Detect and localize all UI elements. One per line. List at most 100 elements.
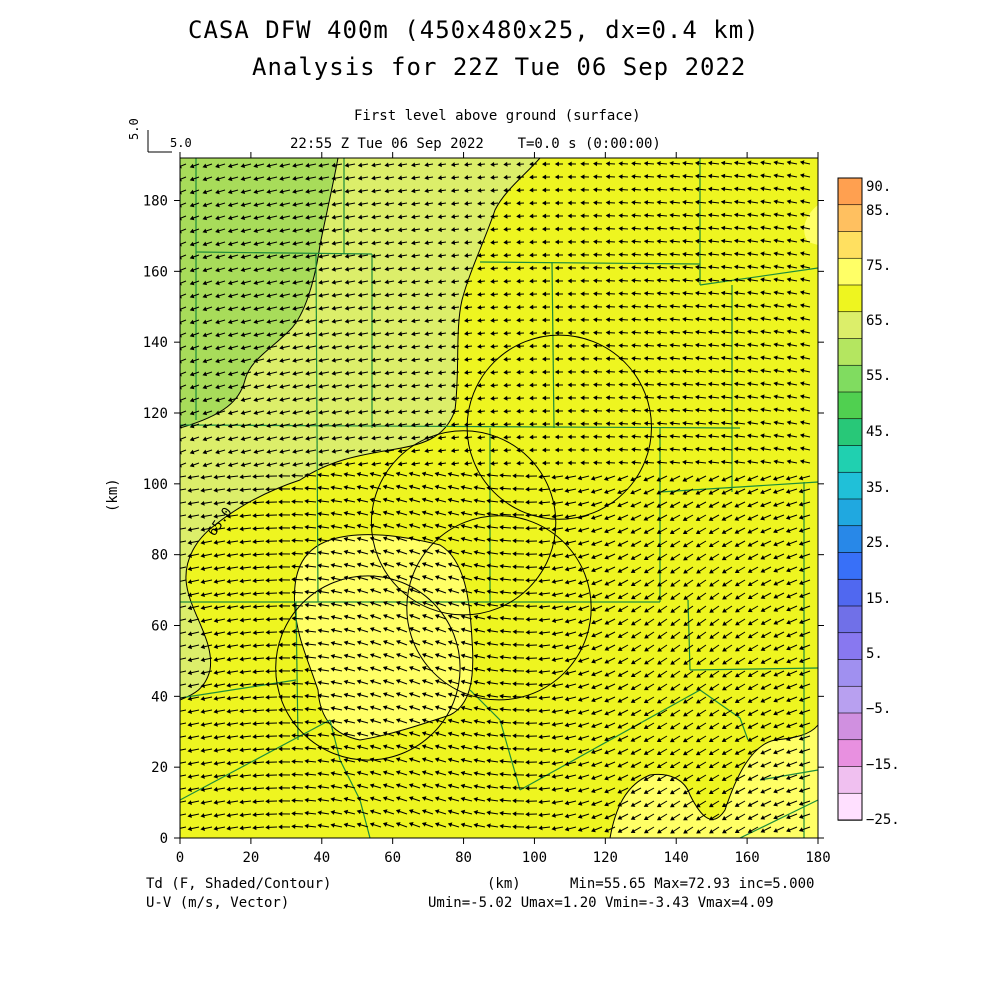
wind-vector-head — [344, 370, 350, 376]
wind-vector-head — [291, 590, 296, 595]
wind-vector-head — [187, 566, 192, 572]
wind-vector-head — [226, 617, 231, 623]
wind-vector-head — [411, 383, 416, 389]
wind-vector-head — [411, 175, 416, 181]
wind-vector-head — [460, 796, 466, 802]
wind-vector-head — [175, 541, 178, 544]
wind-vector-head — [516, 291, 521, 297]
wind-vector-head — [503, 421, 508, 427]
wind-vector-head — [227, 241, 233, 247]
wind-vector-head — [408, 705, 414, 710]
wind-vector-head — [265, 551, 270, 557]
wind-vector-head — [529, 265, 534, 271]
wind-vector-head — [187, 657, 192, 663]
wind-vector-head — [395, 639, 401, 645]
wind-vector-head — [384, 409, 389, 415]
wind-vector-head — [529, 382, 534, 388]
wind-vector-head — [202, 332, 208, 338]
wind-vector-head — [253, 462, 258, 468]
wind-vector-head — [279, 202, 284, 207]
wind-vector — [180, 722, 187, 725]
wind-vector-head — [343, 692, 349, 698]
wind-vector-head — [305, 201, 310, 207]
wind-vector-head — [343, 536, 348, 542]
wind-vector-head — [343, 744, 348, 750]
wind-vector-head — [395, 757, 401, 762]
wind-vector-head — [490, 278, 495, 284]
wind-vector-head — [357, 162, 363, 168]
wind-vector-head — [278, 707, 283, 713]
wind-vector-head — [344, 279, 350, 285]
wind-vector-head — [344, 396, 350, 402]
wind-vector-head — [266, 423, 271, 428]
wind-vector-head — [343, 770, 348, 776]
wind-vector-head — [187, 618, 193, 624]
wind-vector-head — [408, 692, 414, 697]
wind-vector-head — [434, 510, 440, 516]
wind-vector-head — [226, 474, 231, 480]
wind-vector-head — [395, 510, 401, 516]
wind-vector-head — [200, 631, 206, 637]
wind-vector-head — [421, 770, 427, 776]
wind-vector-head — [213, 813, 218, 818]
wind-vector-head — [516, 200, 521, 206]
wind-vector-head — [408, 796, 414, 801]
wind-vector-head — [490, 330, 495, 336]
wind-vector-head — [240, 319, 246, 325]
wind-vector-head — [226, 656, 231, 662]
wind-vector-head — [447, 666, 453, 671]
wind-vector-head — [252, 799, 257, 805]
wind-vector-head — [202, 280, 208, 286]
dewpoint-shade-light-yellow-ne — [804, 205, 818, 245]
wind-vector-head — [343, 498, 348, 503]
wind-vector-head — [215, 176, 220, 182]
wind-vector-head — [434, 471, 440, 477]
wind-vector-head — [266, 332, 271, 337]
wind-vector-head — [279, 319, 284, 324]
wind-vector-head — [239, 578, 244, 584]
wind-vector-head — [189, 358, 195, 364]
wind-vector-head — [408, 770, 414, 775]
wind-vector-head — [266, 436, 271, 441]
wind-vector-head — [292, 293, 297, 298]
wind-vector-head — [424, 331, 429, 337]
wind-vector-head — [382, 783, 388, 789]
wind-vector-head — [291, 668, 296, 673]
wind-vector-head — [200, 774, 205, 779]
wind-vector-head — [266, 241, 271, 246]
wind-vector-head — [460, 640, 466, 646]
wind-vector — [180, 358, 187, 362]
wind-vector-head — [384, 422, 389, 428]
wind-vector-head — [227, 215, 233, 221]
wind-vector-head — [447, 549, 453, 555]
wind-vector-head — [200, 722, 205, 727]
wind-vector-head — [253, 202, 258, 208]
wind-vector-head — [227, 267, 233, 273]
wind-vector-head — [279, 267, 284, 272]
wind-vector-head — [213, 644, 218, 649]
wind-vector-head — [395, 822, 401, 827]
wind-vector — [180, 683, 187, 686]
wind-vector-head — [369, 627, 375, 632]
wind-vector-head — [213, 760, 218, 766]
wind-vector-head — [265, 720, 270, 726]
wind-vector-head — [512, 499, 517, 505]
wind-vector-head — [397, 214, 403, 220]
wind-vector — [180, 579, 187, 582]
wind-vector-head — [189, 189, 195, 195]
wind-vector-head — [292, 228, 297, 233]
wind-vector-head — [384, 383, 389, 389]
wind-vector-head — [202, 449, 208, 455]
wind-vector-head — [450, 240, 456, 246]
wind-vector-head — [516, 330, 521, 336]
wind-vector-head — [477, 175, 482, 180]
wind-vector-head — [408, 600, 414, 606]
wind-vector-head — [447, 770, 453, 776]
wind-vector-head — [317, 511, 322, 517]
wind-vector-head — [499, 680, 504, 686]
wind-vector-head — [525, 499, 530, 505]
wind-vector-head — [490, 226, 495, 232]
wind-vector — [180, 228, 187, 232]
wind-vector-head — [330, 784, 335, 789]
wind-vector-head — [464, 461, 469, 466]
